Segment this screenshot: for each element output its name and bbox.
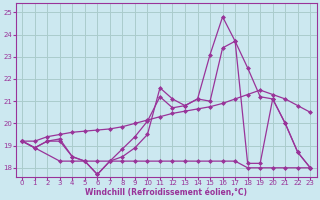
X-axis label: Windchill (Refroidissement éolien,°C): Windchill (Refroidissement éolien,°C) <box>85 188 247 197</box>
